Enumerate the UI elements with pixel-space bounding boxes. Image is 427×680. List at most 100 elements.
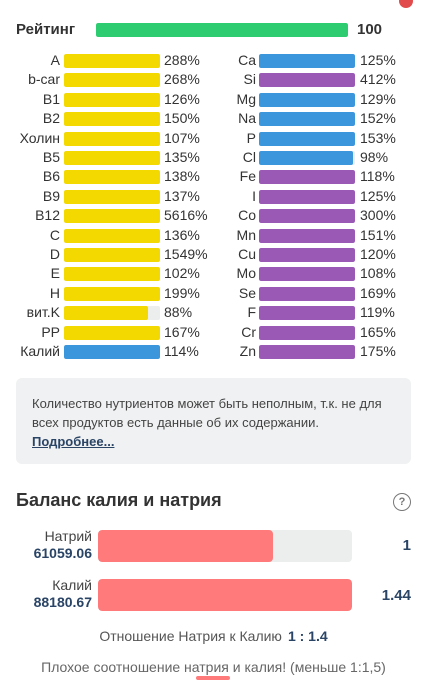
nutrient-name: Mn [236, 226, 256, 243]
nutrient-value: 102% [164, 265, 200, 282]
potassium-bar-fill [98, 579, 352, 611]
nutrient-value: 167% [164, 323, 200, 340]
ratio-line: Отношение Натрия к Калию 1 : 1.4 [0, 628, 427, 644]
nutrient-bar-fill [64, 131, 160, 146]
balance-warning: Плохое соотношение натрия и калия! (мень… [41, 659, 386, 675]
nutrient-name: A [50, 52, 60, 68]
note-text: Количество нутриентов может быть неполны… [32, 396, 382, 430]
nutrient-bar [259, 248, 355, 262]
nutrient-bar-fill [64, 92, 160, 107]
sodium-bar-fill [98, 530, 274, 562]
ratio-label: Отношение Натрия к Калию [99, 628, 282, 644]
nutrient-bar-fill [64, 189, 160, 204]
nutrient-bar [64, 286, 160, 301]
nutrient-bar-fill [64, 325, 160, 340]
nutrient-row-right_nutrients-2: Mg 129% [196, 90, 411, 109]
nutrient-value: 136% [164, 226, 200, 243]
top-cut-header [0, 0, 427, 8]
nutrient-name: H [49, 284, 60, 301]
nutrient-row-right_nutrients-13: F 119% [196, 303, 411, 322]
nutrient-row-left_nutrients-2: B1 126% [0, 90, 215, 109]
nutrient-bar-fill [64, 54, 160, 68]
nutrient-bar [259, 345, 355, 359]
nutrient-bar-fill [64, 73, 160, 88]
nutrient-bar [64, 248, 160, 262]
nutrient-row-right_nutrients-10: Cu 120% [196, 245, 411, 264]
nutrient-bar [259, 112, 355, 127]
nutrient-value: 135% [164, 149, 200, 165]
nutrient-name: I [252, 187, 256, 204]
nutrient-bar [64, 73, 160, 88]
nutrient-bar-fill [64, 286, 160, 301]
nutrient-row-left_nutrients-13: вит.K 88% [0, 303, 215, 322]
nutrient-bar-fill [259, 131, 355, 146]
nutrient-bar [259, 73, 355, 88]
nutrient-row-left_nutrients-7: B9 137% [0, 187, 215, 206]
nutrient-bar [64, 228, 160, 243]
nutrient-name: B5 [42, 149, 60, 165]
nutrient-name: Mo [236, 265, 256, 282]
nutrient-name: B12 [35, 207, 60, 224]
nutrient-bar [259, 209, 355, 224]
nutrient-name: Cr [241, 323, 256, 340]
potassium-bar [98, 579, 352, 611]
nutrient-name: b-car [28, 71, 60, 88]
nutrient-value: 107% [164, 129, 200, 146]
nutrient-bar-fill [259, 112, 355, 127]
more-info-link[interactable]: Подробнее... [32, 434, 115, 449]
nutrient-row-right_nutrients-4: P 153% [196, 129, 411, 148]
rating-row: Рейтинг 100 [16, 20, 411, 40]
nutrient-value: 120% [360, 246, 396, 262]
nutrient-bar [64, 209, 160, 224]
potassium-label: Калий [52, 577, 92, 593]
nutrient-name: B9 [42, 187, 60, 204]
nutrient-value: 300% [360, 207, 396, 224]
nutrient-bar [64, 170, 160, 185]
balance-title: Баланс калия и натрия [16, 490, 222, 510]
nutrient-name: B1 [42, 90, 60, 107]
nutrient-value: 129% [360, 90, 396, 107]
nutrient-name: Zn [239, 343, 256, 359]
sodium-ratio: 1 [402, 537, 411, 554]
nutrient-value: 169% [360, 284, 396, 301]
nutrient-bar-fill [64, 209, 160, 224]
rating-bar-fill [96, 23, 348, 37]
nutrient-row-right_nutrients-7: I 125% [196, 187, 411, 206]
nutrient-bar-fill [259, 209, 355, 224]
nutrient-row-right_nutrients-5: Cl 98% [196, 148, 411, 167]
nutrient-value: 150% [164, 110, 200, 127]
nutrient-value: 152% [360, 110, 396, 127]
question-circle-icon[interactable]: ? [393, 493, 411, 511]
nutrient-bar [259, 170, 355, 185]
nutrient-bar [64, 267, 160, 282]
nutrient-bar [64, 112, 160, 127]
nutrient-bar-fill [64, 345, 160, 359]
nutrient-row-left_nutrients-8: B12 5616% [0, 206, 215, 225]
nutrient-bar [259, 54, 355, 68]
nutrient-name: P [246, 129, 256, 146]
bottom-indicator [196, 676, 230, 680]
nutrient-value: 5616% [164, 207, 208, 224]
nutrient-row-left_nutrients-1: b-car 268% [0, 70, 215, 89]
nutrient-value: 175% [360, 343, 396, 359]
nutrient-bar [259, 189, 355, 204]
close-icon[interactable] [399, 0, 413, 8]
nutrient-bar [64, 131, 160, 146]
nutrient-name: E [50, 265, 60, 282]
nutrient-name: B6 [42, 168, 60, 185]
nutrient-row-left_nutrients-11: E 102% [0, 264, 215, 283]
nutrient-row-left_nutrients-10: D 1549% [0, 245, 215, 264]
nutrient-value: 114% [164, 343, 199, 359]
nutrient-bar [259, 228, 355, 243]
nutrient-row-left_nutrients-14: PP 167% [0, 323, 215, 342]
nutrient-bar-fill [64, 248, 160, 262]
incomplete-data-note: Количество нутриентов может быть неполны… [16, 378, 411, 464]
nutrient-bar [64, 151, 160, 165]
nutrient-value: 98% [360, 149, 389, 165]
nutrient-row-left_nutrients-0: A 288% [0, 51, 215, 70]
nutrient-bar [64, 306, 160, 321]
nutrient-bar-fill [259, 54, 355, 68]
nutrient-value: 138% [164, 168, 200, 185]
rating-bar [96, 23, 348, 37]
nutrient-bar [64, 92, 160, 107]
